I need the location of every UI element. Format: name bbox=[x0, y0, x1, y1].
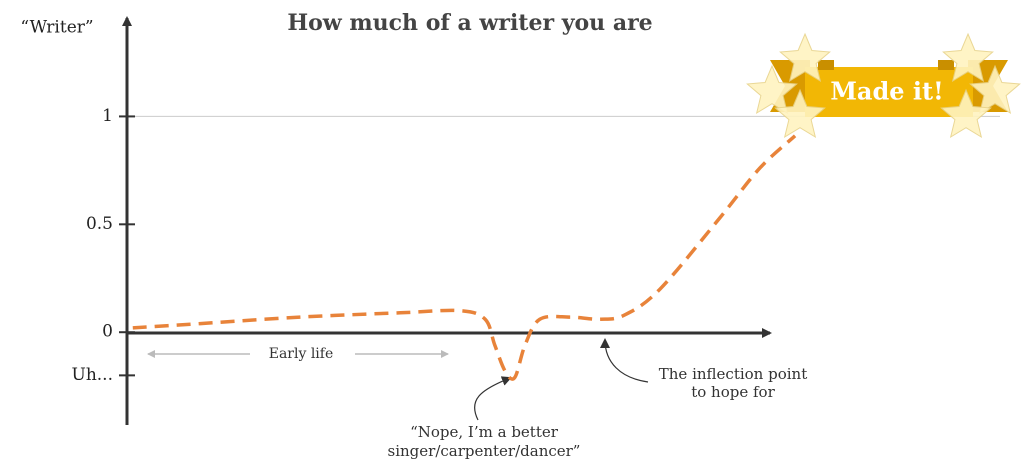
y-tick-label: 1 bbox=[102, 106, 113, 126]
y-axis-label: “Writer” bbox=[20, 18, 93, 38]
annotation: The inflection point bbox=[659, 365, 807, 383]
arrow bbox=[600, 338, 649, 383]
star bbox=[774, 88, 826, 139]
star bbox=[969, 64, 1021, 115]
grid: 1 0.5 0 Uh... bbox=[72, 106, 1000, 385]
annotation: singer/carpenter/dancer” bbox=[388, 442, 581, 460]
y-tick-label: 0 bbox=[102, 322, 113, 342]
arrow bbox=[473, 376, 512, 421]
plot bbox=[132, 134, 797, 381]
star bbox=[940, 88, 992, 139]
annotation: Made it! bbox=[830, 77, 943, 106]
star bbox=[779, 32, 831, 83]
stars bbox=[746, 32, 1021, 139]
star bbox=[746, 64, 798, 115]
y-tick-label: Uh... bbox=[72, 365, 114, 385]
annotation: “Nope, I’m a better bbox=[410, 423, 559, 441]
y-tick-label: 0.5 bbox=[86, 214, 113, 234]
annotation: to hope for bbox=[691, 383, 775, 401]
chart-title: How much of a writer you are bbox=[287, 10, 652, 36]
annotation: Early life bbox=[269, 346, 334, 362]
star bbox=[942, 32, 994, 83]
line bbox=[132, 134, 797, 381]
